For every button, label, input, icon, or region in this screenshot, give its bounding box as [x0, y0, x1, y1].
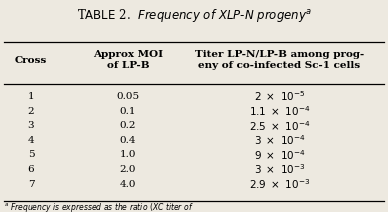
- Text: $9\ \times\ 10^{-4}$: $9\ \times\ 10^{-4}$: [253, 148, 305, 162]
- Text: 4.0: 4.0: [120, 180, 136, 189]
- Text: 6: 6: [28, 165, 35, 174]
- Text: Titer LP-N/LP-B among prog-
eny of co-infected Sc-1 cells: Titer LP-N/LP-B among prog- eny of co-in…: [195, 50, 364, 70]
- Text: 0.1: 0.1: [120, 107, 136, 116]
- Text: 0.4: 0.4: [120, 136, 136, 145]
- Text: 1: 1: [28, 92, 35, 101]
- Text: 3: 3: [28, 121, 35, 130]
- Text: 0.05: 0.05: [116, 92, 140, 101]
- Text: $3\ \times\ 10^{-3}$: $3\ \times\ 10^{-3}$: [254, 163, 305, 177]
- Text: 2.0: 2.0: [120, 165, 136, 174]
- Text: 5: 5: [28, 151, 35, 159]
- Text: T$\rm{ABLE}$ 2.  $\it{Frequency\ of\ XLP}$$\it{\text{-}}$$\it{N\ progeny}$$^{a}$: T$\rm{ABLE}$ 2. $\it{Frequency\ of\ XLP}…: [76, 7, 312, 24]
- Text: $3\ \times\ 10^{-4}$: $3\ \times\ 10^{-4}$: [253, 133, 305, 147]
- Text: 0.2: 0.2: [120, 121, 136, 130]
- Text: 7: 7: [28, 180, 35, 189]
- Text: Approx MOI
of LP-B: Approx MOI of LP-B: [93, 50, 163, 70]
- Text: $2.5\ \times\ 10^{-4}$: $2.5\ \times\ 10^{-4}$: [249, 119, 310, 133]
- Text: $2.9\ \times\ 10^{-3}$: $2.9\ \times\ 10^{-3}$: [249, 177, 310, 191]
- Text: 4: 4: [28, 136, 35, 145]
- Text: Cross: Cross: [15, 56, 47, 65]
- Text: $1.1\ \times\ 10^{-4}$: $1.1\ \times\ 10^{-4}$: [249, 104, 310, 118]
- Text: 2: 2: [28, 107, 35, 116]
- Text: 1.0: 1.0: [120, 151, 136, 159]
- Text: $^{a}$ $\it{Frequency\ is\ expressed\ as\ the\ ratio\ (XC\ titer\ of}$: $^{a}$ $\it{Frequency\ is\ expressed\ as…: [4, 201, 194, 212]
- Text: $2\ \times\ 10^{-5}$: $2\ \times\ 10^{-5}$: [254, 89, 305, 103]
